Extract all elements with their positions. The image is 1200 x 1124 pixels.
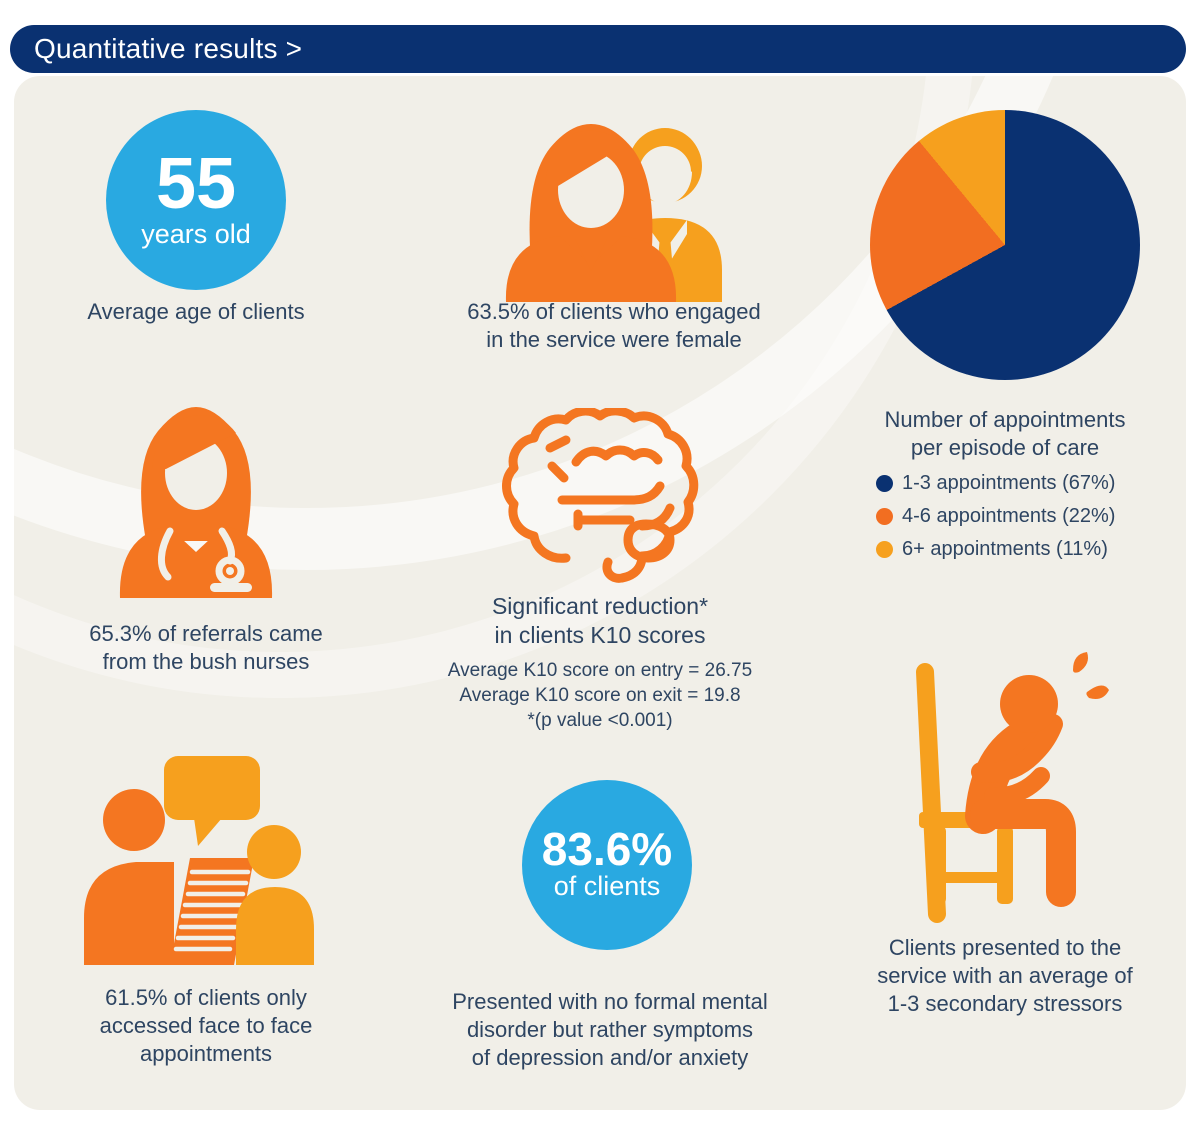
age-caption: Average age of clients [87, 299, 305, 324]
stressed-person-icon [916, 652, 1109, 923]
legend-dot [876, 541, 893, 558]
k10-title: in clients K10 scores [494, 622, 706, 649]
age-circle: 55 years old [106, 110, 286, 290]
legend-label: 4-6 appointments (22%) [902, 505, 1116, 527]
legend-item: 1-3 appointments (67%) [876, 472, 1115, 495]
appointments-pie-chart [870, 110, 1140, 380]
percent-unit: of clients [553, 871, 661, 902]
gender-caption: 63.5% of clients who engaged in the serv… [467, 299, 761, 353]
k10-detail: *(p value <0.001) [527, 710, 673, 732]
legend-dot [876, 508, 893, 525]
content-panel: 55 years old Average age of clients [14, 76, 1186, 1110]
percent-value: 83.6% [541, 822, 673, 875]
mental-health-caption: Presented with no formal mental disorder… [452, 989, 768, 1071]
header-bar: Quantitative results > [10, 25, 1186, 73]
k10-detail: Average K10 score on exit = 19.8 [459, 684, 741, 706]
legend-label: 6+ appointments (11%) [902, 538, 1108, 560]
female-male-icon [505, 124, 722, 302]
stressors-caption: Clients presented to the service with an… [877, 935, 1133, 1017]
k10-title: Significant reduction* [491, 593, 709, 619]
conversation-icon [84, 756, 314, 965]
nurse-icon [119, 407, 273, 598]
page-title: Quantitative results > [34, 33, 303, 64]
face-to-face-caption: 61.5% of clients only accessed face to f… [99, 985, 313, 1067]
legend-item: 6+ appointments (11%) [876, 538, 1115, 561]
referrals-caption: 65.3% of referrals came from the bush nu… [89, 621, 323, 675]
legend-dot [876, 475, 893, 492]
pie-legend: 1-3 appointments (67%) 4-6 appointments … [876, 472, 1115, 561]
k10-detail: Average K10 score on entry = 26.75 [447, 659, 753, 681]
age-stat: 55 years old [106, 110, 286, 290]
brain-icon [502, 408, 699, 583]
percent-circle: 83.6% of clients [522, 780, 692, 950]
age-unit: years old [141, 218, 251, 249]
pie-title: Number of appointments per episode of ca… [884, 407, 1126, 461]
legend-item: 4-6 appointments (22%) [876, 505, 1115, 528]
legend-label: 1-3 appointments (67%) [902, 472, 1116, 494]
mental-health-stat: 83.6% of clients [522, 780, 692, 950]
k10-stat-text: Significant reduction* in clients K10 sc… [430, 592, 770, 733]
age-value: 55 [155, 144, 237, 225]
